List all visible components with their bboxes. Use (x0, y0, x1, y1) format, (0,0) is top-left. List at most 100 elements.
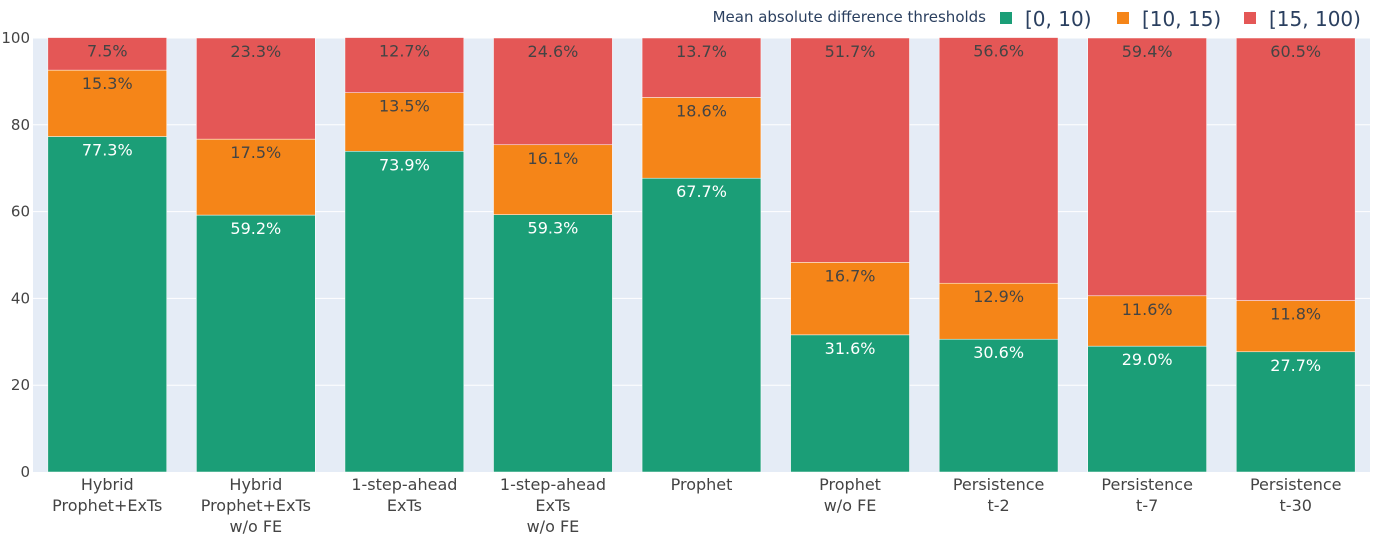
bar-segment (1236, 300, 1356, 353)
bar-data-label: 56.6% (973, 42, 1024, 61)
bar-segment (641, 97, 762, 179)
bar-data-label: 16.7% (825, 266, 876, 285)
bar-data-label: 13.7% (676, 42, 727, 61)
bar-segment (1087, 37, 1207, 297)
bar-segment (938, 282, 1059, 340)
y-tick-label: 60 (11, 203, 30, 221)
bar-data-label: 23.3% (230, 42, 281, 61)
bar-data-label: 24.6% (528, 42, 579, 61)
bar-data-label: 67.7% (676, 182, 727, 201)
x-tick-label-line: w/o FE (527, 517, 580, 536)
y-tick-label: 40 (11, 289, 30, 307)
x-tick-label-line: 1-step-ahead (500, 475, 606, 494)
bar-data-label: 59.3% (528, 219, 579, 238)
x-tick-label-line: ExTs (387, 496, 422, 515)
bar-data-label: 18.6% (676, 101, 727, 120)
x-tick-label-line: Persistence (953, 475, 1045, 494)
legend-swatch (1117, 12, 1129, 24)
bar-data-label: 30.6% (973, 343, 1024, 362)
bar-segment (641, 177, 762, 473)
x-tick-label: Persistence t-30 (1250, 475, 1342, 515)
bar-data-label: 29.0% (1122, 350, 1173, 369)
bar-data-label: 59.2% (230, 219, 281, 238)
x-tick-label-line: t-2 (987, 496, 1009, 515)
x-tick-label: Prophet w/o FE (819, 475, 881, 515)
bar-segment (790, 262, 910, 336)
x-tick-label-line: ExTs (535, 496, 570, 515)
x-tick-label: Hybrid Prophet+ExTs (52, 475, 162, 515)
bar-segment (493, 37, 613, 146)
bar-segment (47, 136, 167, 473)
bar-data-label: 27.7% (1270, 356, 1321, 375)
x-tick-label-line: Prophet (819, 475, 881, 494)
bar-segment (196, 37, 316, 140)
y-tick-label: 100 (1, 29, 30, 47)
x-tick-label-line: Prophet+ExTs (201, 496, 311, 515)
bar-data-label: 51.7% (825, 42, 876, 61)
x-tick-label-line: Persistence (1250, 475, 1342, 494)
bar-segment (790, 334, 910, 473)
x-tick-label: Hybrid Prophet+ExTs w/o FE (201, 475, 311, 536)
bar-data-label: 77.3% (82, 141, 133, 160)
bar-data-label: 59.4% (1122, 42, 1173, 61)
bar-segment (641, 37, 762, 98)
bar-segment (1087, 345, 1207, 473)
bar-segment (493, 144, 613, 215)
x-tick-label-line: t-7 (1136, 496, 1158, 515)
bar-data-label: 7.5% (87, 42, 128, 61)
bar-segment (1087, 295, 1207, 347)
x-axis-ticks: Hybrid Prophet+ExTs Hybrid Prophet+ExTs w/o … (52, 475, 1341, 536)
bar-data-label: 17.5% (230, 143, 281, 162)
bar-data-label: 73.9% (379, 155, 430, 174)
legend: Mean absolute difference thresholds [0, … (713, 7, 1361, 31)
x-tick-label: 1-step-ahead ExTs (351, 475, 457, 515)
bar-segment (938, 338, 1059, 473)
y-tick-label: 80 (11, 116, 30, 134)
bar-data-label: 11.6% (1122, 300, 1173, 319)
legend-item-label: [15, 100) (1269, 7, 1361, 31)
bar-segment (344, 151, 465, 473)
bar-data-label: 16.1% (528, 149, 579, 168)
y-axis-ticks: 0 20 40 60 80 100 (1, 29, 30, 481)
x-tick-label-line: Prophet+ExTs (52, 496, 162, 515)
x-tick-label-line: w/o FE (824, 496, 877, 515)
bar-data-label: 31.6% (825, 339, 876, 358)
bars (47, 37, 1356, 473)
legend-title: Mean absolute difference thresholds (713, 8, 987, 26)
bar-data-label: 11.8% (1270, 305, 1321, 324)
legend-swatch (1000, 12, 1012, 24)
bar-segment (196, 138, 316, 216)
x-tick-label-line: Hybrid (81, 475, 134, 494)
bar-segment (790, 37, 910, 263)
bar-segment (344, 92, 465, 152)
bar-data-label: 12.9% (973, 287, 1024, 306)
bar-data-label: 12.7% (379, 42, 430, 61)
y-tick-label: 0 (20, 463, 30, 481)
bar-data-label: 15.3% (82, 74, 133, 93)
x-tick-label-line: 1-step-ahead (351, 475, 457, 494)
legend-swatch (1244, 12, 1256, 24)
legend-item-label: [0, 10) (1025, 7, 1092, 31)
x-tick-label-line: Persistence (1101, 475, 1193, 494)
x-tick-label: 1-step-ahead ExTs w/o FE (500, 475, 606, 536)
x-tick-label-line: Hybrid (229, 475, 282, 494)
x-tick-label-line: w/o FE (229, 517, 282, 536)
bar-segment (344, 37, 465, 93)
bar-segment (493, 214, 613, 473)
y-tick-label: 20 (11, 376, 30, 394)
bar-segment (1236, 37, 1356, 301)
x-tick-label-line: Prophet (671, 475, 733, 494)
x-tick-label: Persistence t-2 (953, 475, 1045, 515)
bar-segment (1236, 351, 1356, 473)
x-tick-label: Prophet (671, 475, 733, 494)
x-tick-label-line: t-30 (1280, 496, 1312, 515)
bar-segment (47, 69, 167, 137)
bar-segment (47, 37, 167, 71)
bar-segment (196, 214, 316, 473)
bar-labels: 77.3% 15.3% 7.5% 59.2% 17.5% 23.3% 73.9% 13.5% 1… (82, 42, 1321, 375)
legend-item-label: [10, 15) (1142, 7, 1221, 31)
x-tick-label: Persistence t-7 (1101, 475, 1193, 515)
bar-segment (938, 37, 1059, 284)
bar-data-label: 13.5% (379, 97, 430, 116)
